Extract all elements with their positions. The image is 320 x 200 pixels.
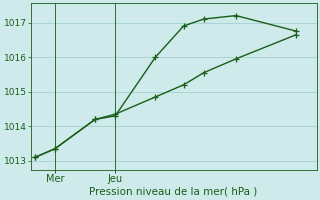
- X-axis label: Pression niveau de la mer( hPa ): Pression niveau de la mer( hPa ): [90, 187, 258, 197]
